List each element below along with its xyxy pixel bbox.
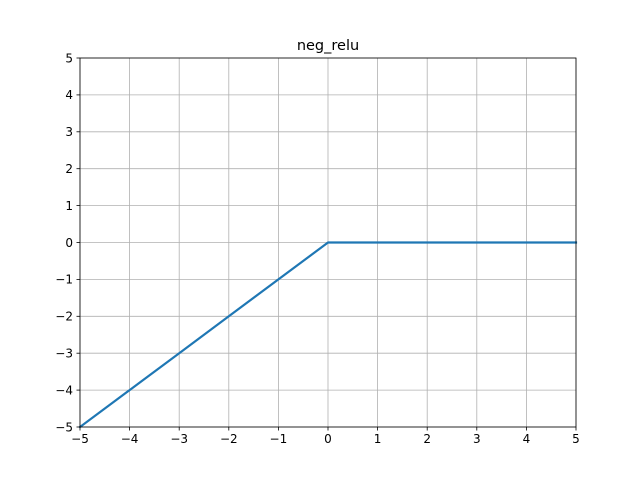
x-tick-label: 1 xyxy=(374,432,382,446)
x-tick-label: −2 xyxy=(220,432,238,446)
y-tick-label: −5 xyxy=(55,420,73,434)
y-tick-label: −2 xyxy=(55,310,73,324)
x-tick-label: −5 xyxy=(71,432,89,446)
x-tick-label: −1 xyxy=(270,432,288,446)
x-tick-label: 5 xyxy=(572,432,580,446)
y-tick-label: 3 xyxy=(65,125,73,139)
y-tick-label: 1 xyxy=(65,199,73,213)
y-tick-label: −3 xyxy=(55,347,73,361)
x-tick-label: 0 xyxy=(324,432,332,446)
y-tick-label: 2 xyxy=(65,162,73,176)
series-layer xyxy=(78,241,578,429)
series-line xyxy=(78,241,578,429)
y-tick-label: −4 xyxy=(55,383,73,397)
x-tick-label: 3 xyxy=(473,432,481,446)
y-tick-label: 5 xyxy=(65,51,73,65)
chart-title: neg_relu xyxy=(297,38,359,54)
x-tick-label: 2 xyxy=(423,432,431,446)
x-tick-label: −3 xyxy=(170,432,188,446)
y-tick-label: −1 xyxy=(55,273,73,287)
y-tick-label: 4 xyxy=(65,88,73,102)
x-tick-label: 4 xyxy=(523,432,531,446)
y-tick-label: 0 xyxy=(65,236,73,250)
x-tick-label: −4 xyxy=(121,432,139,446)
axis-ticks: −5 −4 −3 −2 −1 0 1 2 3 4 5 −5 −4 −3 −2 −1 0 1 2 3 4 5 xyxy=(55,51,580,446)
